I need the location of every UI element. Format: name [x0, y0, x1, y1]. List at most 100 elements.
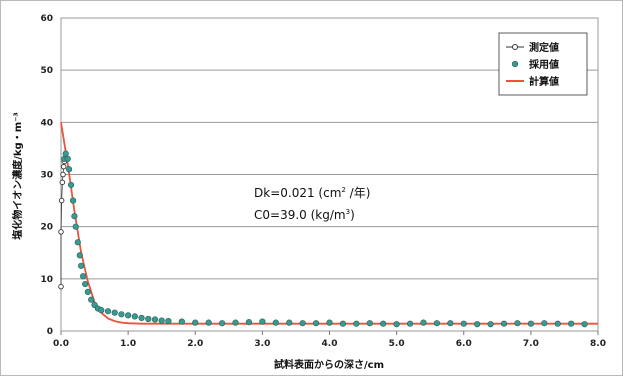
adopted-point [406, 320, 414, 327]
measured-point [58, 283, 64, 290]
adopted-point [104, 308, 112, 315]
adopted-point [82, 280, 89, 288]
adopted-point [541, 320, 548, 327]
measured-point [60, 171, 66, 178]
x-tick-label: 3.0 [254, 339, 270, 349]
adopted-point [393, 321, 400, 328]
y-tick-label: 30 [40, 171, 53, 181]
adopted-point [151, 316, 159, 323]
legend: 測定値 採用値 計算値 [498, 32, 588, 96]
adopted-point [500, 320, 508, 327]
adopted-point [219, 320, 226, 327]
adopted-point [339, 320, 347, 327]
adopted-point [312, 320, 320, 327]
adopted-point [62, 150, 69, 157]
x-tick-label: 1.0 [120, 339, 136, 349]
x-axis-ticks: 0.0 1.0 2.0 3.0 4.0 5.0 6.0 7.0 8.0 [53, 331, 606, 349]
adopted-point [366, 320, 373, 327]
adopted-point [420, 319, 427, 326]
y-axis-ticks: 0 10 20 30 40 50 60 [40, 14, 53, 337]
adopted-point [138, 314, 145, 322]
legend-label-adopted: 採用値 [529, 58, 559, 71]
adopted-point [447, 320, 454, 327]
measured-point [58, 197, 65, 204]
y-tick-label: 20 [40, 223, 53, 233]
adopted-point [111, 309, 118, 316]
measured-point [58, 229, 64, 235]
legend-item-measured: 測定値 [506, 41, 559, 54]
legend-label-calculated: 計算値 [529, 75, 559, 88]
x-tick-label: 2.0 [187, 339, 203, 349]
adopted-point [74, 239, 81, 246]
measured-point [59, 179, 66, 186]
adopted-point [84, 288, 91, 295]
annotation-dk: Dk=0.021 (cm2 /年) [254, 186, 370, 200]
y-tick-label: 0 [47, 327, 53, 337]
adopted-point [158, 317, 165, 324]
adopted-point [353, 320, 360, 327]
adopted-point [145, 315, 152, 323]
y-axis-title: 塩化物イオン濃度/kg・m⁻³ [11, 112, 24, 240]
y-tick-label: 50 [40, 66, 53, 76]
y-tick-label: 10 [40, 275, 53, 285]
adopted-point [178, 318, 185, 325]
adopted-point [88, 296, 95, 303]
adopted-point [286, 319, 293, 326]
x-tick-label: 6.0 [456, 339, 472, 349]
adopted-point [581, 321, 588, 328]
adopted-point [165, 317, 172, 325]
adopted-point [65, 166, 73, 173]
adopted-point [568, 320, 575, 327]
adopted-point [80, 273, 87, 280]
adopted-point [192, 319, 199, 326]
adopted-point [205, 319, 212, 326]
adopted-point [527, 320, 534, 327]
x-tick-label: 7.0 [523, 339, 539, 349]
adopted-point [76, 252, 83, 259]
adopted-point [554, 320, 561, 327]
legend-marker-adopted [511, 60, 519, 68]
adopted-point [72, 223, 79, 230]
y-tick-label: 60 [40, 14, 53, 24]
x-tick-label: 5.0 [389, 339, 405, 349]
adopted-point [71, 213, 78, 220]
adopted-point [433, 320, 441, 327]
x-tick-label: 8.0 [590, 339, 606, 349]
adopted-point [460, 320, 467, 327]
adopted-point [380, 320, 387, 327]
adopted-point [131, 313, 138, 320]
adopted-point [514, 320, 521, 327]
series-calculated [60, 122, 598, 325]
adopted-point [64, 155, 71, 162]
legend-label-measured: 測定値 [529, 41, 559, 54]
adopted-point [245, 319, 253, 326]
adopted-point [474, 321, 481, 328]
adopted-point [272, 319, 279, 326]
adopted-point [78, 262, 85, 269]
calculated-line [60, 122, 598, 325]
legend-marker-measured [512, 44, 518, 50]
adopted-point [232, 319, 239, 326]
annotation-c0: C0=39.0 (kg/m3) [254, 208, 355, 222]
adopted-point [125, 312, 132, 319]
series-adopted [61, 150, 588, 328]
x-tick-label: 4.0 [322, 339, 338, 349]
series-measured [58, 158, 68, 290]
measured-point [60, 163, 67, 170]
adopted-point [69, 197, 77, 204]
adopted-point [299, 320, 306, 327]
adopted-point [259, 318, 266, 325]
adopted-point [326, 319, 333, 326]
adopted-point [67, 181, 75, 189]
x-tick-label: 0.0 [53, 339, 69, 349]
x-axis-title: 試料表面からの深さ/cm [274, 358, 384, 371]
adopted-point [98, 307, 105, 314]
y-tick-label: 40 [40, 118, 53, 128]
adopted-point [118, 311, 125, 318]
adopted-point [487, 321, 494, 328]
grid-lines [61, 69, 598, 280]
legend-item-calculated: 計算値 [506, 75, 559, 88]
legend-item-adopted: 採用値 [511, 58, 559, 71]
